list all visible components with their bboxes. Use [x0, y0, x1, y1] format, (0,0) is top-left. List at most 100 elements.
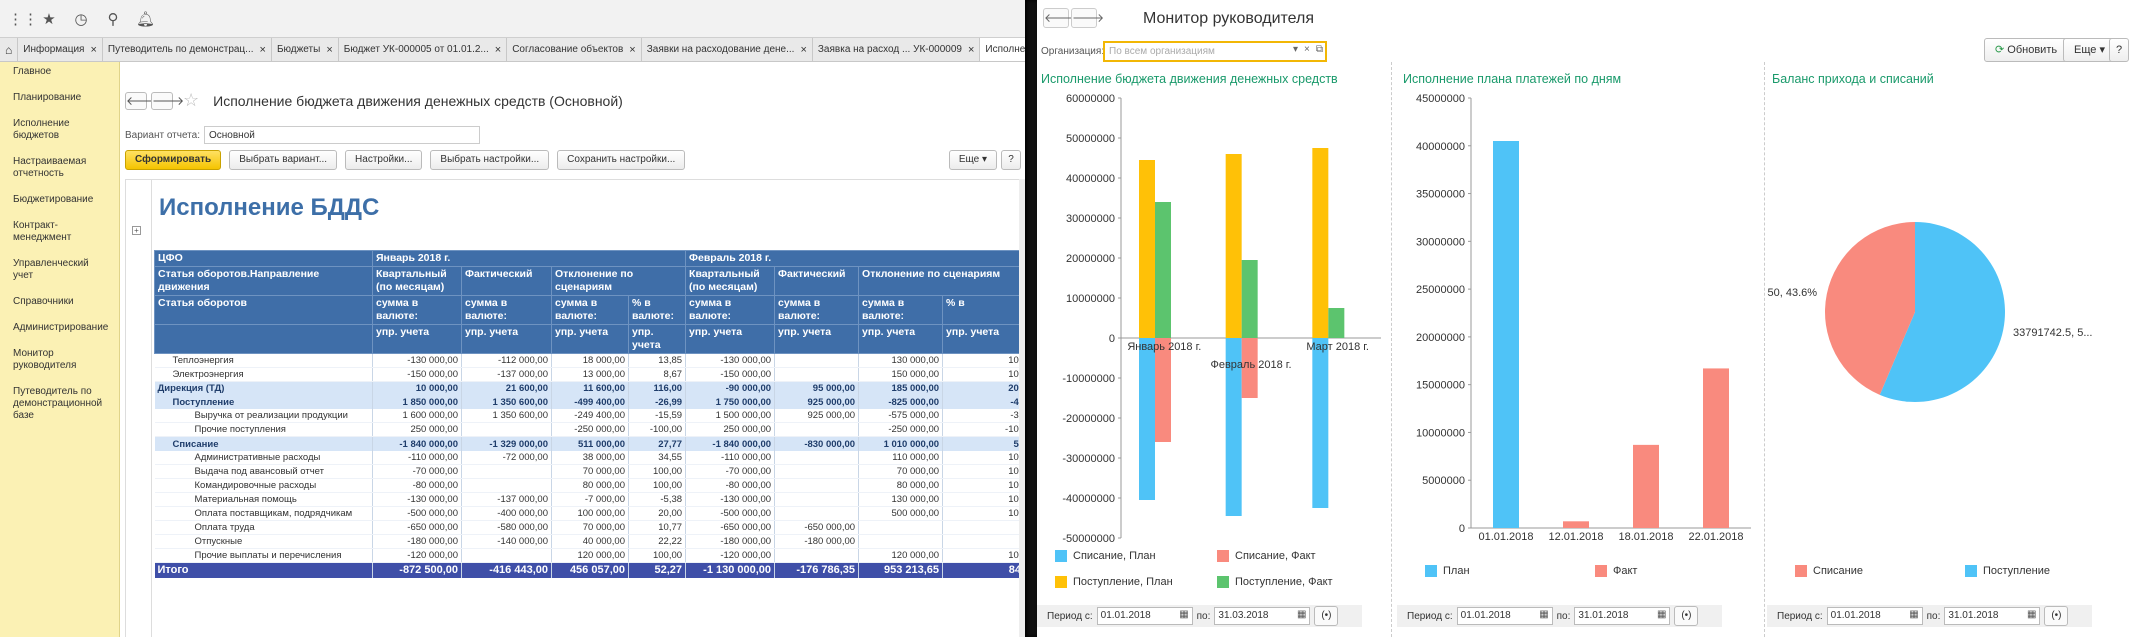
header-february: Февраль 2018 г. — [685, 250, 1025, 267]
expand-icon[interactable]: + — [132, 226, 141, 235]
back-button[interactable]: 🡐 — [125, 91, 159, 110]
tab-item[interactable]: Бюджет УК-000005 от 01.01.2... × — [339, 38, 508, 61]
tab-label: Заявка на расход ... УК-000009 — [817, 44, 962, 55]
clear-icon[interactable]: × — [1304, 44, 1310, 55]
legend-swatch — [1055, 576, 1067, 588]
close-tab-icon[interactable]: × — [259, 43, 266, 56]
close-tab-icon[interactable]: × — [494, 43, 502, 56]
period-to-field[interactable]: 31.01.2018 ▦ — [1574, 607, 1671, 625]
report-content: 🡐 🡒 ☆ Исполнение бюджета движения денежн… — [121, 62, 1025, 637]
forward-button-right[interactable]: 🡒 — [1071, 8, 1104, 28]
sidebar-item[interactable]: Контракт-менеджмент — [13, 220, 72, 243]
sidebar-item[interactable]: Планирование — [13, 92, 82, 103]
value-cell: 130 000,00 — [858, 492, 944, 507]
home-tab[interactable]: ⌂ — [0, 38, 19, 61]
period-select-button[interactable]: (•) — [2044, 606, 2069, 626]
favorite-star-icon[interactable]: ☆ — [183, 90, 200, 110]
value-cell: 1 010 000,00 — [858, 436, 944, 451]
header-pct: % в валюте: — [627, 295, 687, 325]
close-tab-icon[interactable]: × — [629, 43, 636, 56]
tab-item[interactable]: Заявки на расходование дене... × — [642, 38, 813, 61]
tab-item[interactable]: Исполнение бюджета движени...× — [980, 38, 1025, 61]
tab-item[interactable]: Путеводитель по демонстрац... × — [103, 38, 272, 61]
header-quarterly: Квартальный (по месяцам) — [372, 266, 462, 296]
close-tab-icon[interactable]: × — [90, 43, 97, 56]
forward-button[interactable]: 🡒 — [151, 91, 185, 110]
close-tab-icon[interactable]: × — [800, 43, 807, 56]
favorites-star-icon[interactable]: ★ — [42, 10, 56, 28]
calendar-icon[interactable]: ▦ — [2026, 609, 2037, 620]
calendar-icon[interactable]: ▦ — [1656, 609, 1667, 620]
period-to-field[interactable]: 31.03.2018 ▦ — [1214, 607, 1311, 625]
value-cell: -580 000,00 — [461, 520, 552, 535]
sidebar-item[interactable]: Путеводитель по демонстрационной базе — [13, 386, 103, 421]
calendar-icon[interactable]: ▦ — [1179, 609, 1189, 620]
calendar-icon[interactable]: ▦ — [1909, 609, 1919, 620]
close-tab-icon[interactable]: × — [326, 43, 333, 56]
history-icon[interactable]: ◷ — [74, 10, 88, 28]
legend-item[interactable]: План — [1425, 565, 1470, 577]
bell-icon[interactable]: 🔔︎ — [136, 10, 156, 28]
x-tick-label: Март 2018 г. — [1306, 341, 1369, 353]
tab-item[interactable]: Согласование объектов × — [507, 38, 642, 61]
sidebar-item[interactable]: Настраиваемая отчетность — [13, 156, 87, 179]
organization-field[interactable]: По всем организациям ▾ × ⧉ — [1103, 41, 1327, 62]
sidebar-item[interactable]: Управленческий учет — [13, 258, 89, 281]
calendar-icon[interactable]: ▦ — [1296, 609, 1307, 620]
row-name-cell: Итого — [154, 562, 373, 579]
back-button-right[interactable]: 🡐 — [1043, 8, 1076, 28]
legend-item[interactable]: Списание, Факт — [1217, 550, 1316, 562]
vertical-scrollbar[interactable] — [1019, 179, 1025, 637]
more-button[interactable]: Еще ▾ — [948, 150, 997, 170]
apps-grid-icon[interactable]: ⋮⋮ — [8, 10, 38, 28]
value-cell: 100 — [942, 506, 1025, 521]
sidebar-item[interactable]: Справочники — [13, 296, 74, 307]
settings-button[interactable]: Настройки... — [345, 150, 423, 170]
calendar-icon[interactable]: ▦ — [1539, 609, 1549, 620]
tab-item[interactable]: Заявка на расход ... УК-000009 × — [813, 38, 981, 61]
save-settings-button[interactable]: Сохранить настройки... — [557, 150, 686, 170]
variant-field[interactable]: Основной — [204, 126, 480, 144]
value-cell: 70 000,00 — [858, 464, 944, 479]
open-icon[interactable]: ⧉ — [1315, 44, 1323, 55]
value-cell: 10,77 — [628, 520, 687, 535]
choose-variant-button[interactable]: Выбрать вариант... — [229, 150, 338, 170]
generate-button[interactable]: Сформировать — [125, 150, 222, 170]
tab-item[interactable]: Информация × — [18, 38, 103, 61]
header-empty — [154, 324, 373, 354]
chart-title-balance: Баланс прихода и списаний — [1772, 72, 1934, 86]
legend-item[interactable]: Поступление, Факт — [1217, 576, 1333, 588]
period-from-field[interactable]: 01.01.2018 ▦ — [1096, 607, 1193, 625]
report-table: ЦФО Январь 2018 г. Февраль 2018 г. Стать… — [154, 250, 1025, 579]
period-to-field[interactable]: 31.01.2018 ▦ — [1944, 607, 2041, 625]
sidebar-item[interactable]: Главное — [13, 66, 52, 77]
legend-item[interactable]: Поступление, План — [1055, 576, 1173, 588]
period-from-field[interactable]: 01.01.2018 ▦ — [1826, 607, 1923, 625]
help-button[interactable]: ? — [1001, 150, 1021, 170]
value-cell: -70 000,00 — [685, 464, 776, 479]
period-from-field[interactable]: 01.01.2018 ▦ — [1456, 607, 1553, 625]
refresh-button[interactable]: ⟳ Обновить — [1984, 38, 2069, 62]
choose-settings-button[interactable]: Выбрать настройки... — [430, 150, 550, 170]
sidebar-item[interactable]: Монитор руководителя — [13, 348, 77, 371]
legend-item[interactable]: Факт — [1595, 565, 1637, 577]
close-tab-icon[interactable]: × — [967, 43, 975, 56]
tab-item[interactable]: Бюджеты × — [272, 38, 339, 61]
legend-item[interactable]: Списание — [1795, 565, 1863, 577]
sidebar-item[interactable]: Администрирование — [13, 322, 109, 333]
sidebar-item[interactable]: Бюджетирование — [13, 194, 94, 205]
period-select-button[interactable]: (•) — [1314, 606, 1339, 626]
dropdown-icon[interactable]: ▾ — [1292, 44, 1299, 55]
more-button-right[interactable]: Еще ▾ — [2063, 38, 2116, 62]
help-button-right[interactable]: ? — [2109, 38, 2130, 62]
legend-item[interactable]: Поступление — [1965, 565, 2050, 577]
legend-item[interactable]: Списание, План — [1055, 550, 1156, 562]
value-cell: -650 000,00 — [685, 520, 776, 535]
sidebar-item[interactable]: Исполнение бюджетов — [13, 118, 70, 141]
search-icon[interactable]: ⚲ — [107, 10, 119, 28]
legend-label: Поступление — [1983, 565, 2051, 577]
panel-separator — [1764, 62, 1765, 637]
period-select-button[interactable]: (•) — [1674, 606, 1699, 626]
bar — [1225, 154, 1242, 338]
value-cell: -400 000,00 — [461, 506, 552, 521]
